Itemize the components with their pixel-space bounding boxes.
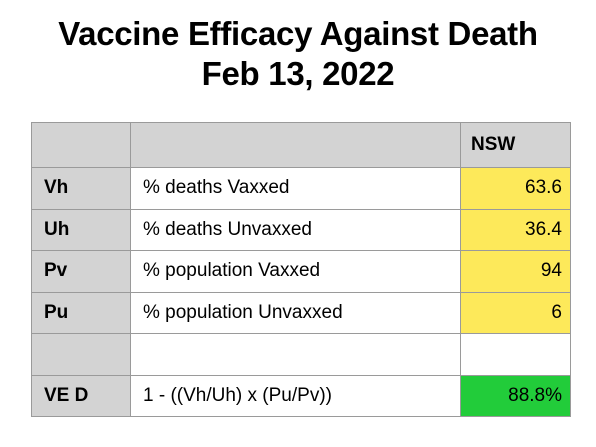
row-key: Vh bbox=[31, 167, 131, 210]
result-key: VE D bbox=[31, 374, 131, 417]
spacer-cell-value bbox=[460, 333, 571, 376]
table-header-row: NSW bbox=[31, 122, 571, 168]
table-spacer-row bbox=[31, 333, 571, 376]
row-description: % deaths Unvaxxed bbox=[130, 208, 461, 251]
table-row: Pu % population Unvaxxed 6 bbox=[31, 291, 571, 334]
row-key: Uh bbox=[31, 208, 131, 251]
result-formula: 1 - ((Vh/Uh) x (Pu/Pv)) bbox=[130, 374, 461, 417]
table-row: Pv % population Vaxxed 94 bbox=[31, 250, 571, 293]
header-cell-region: NSW bbox=[460, 122, 571, 168]
table-row: Uh % deaths Unvaxxed 36.4 bbox=[31, 208, 571, 251]
row-description: % deaths Vaxxed bbox=[130, 167, 461, 210]
spacer-cell-description bbox=[130, 333, 461, 376]
title-line-main: Vaccine Efficacy Against Death bbox=[58, 15, 538, 52]
vaccine-efficacy-table: NSW Vh % deaths Vaxxed 63.6 Uh % deaths … bbox=[31, 122, 571, 417]
table-row: Vh % deaths Vaxxed 63.6 bbox=[31, 167, 571, 210]
page-title: Vaccine Efficacy Against Death Feb 13, 2… bbox=[0, 14, 596, 94]
row-value: 36.4 bbox=[460, 208, 571, 251]
row-description: % population Vaxxed bbox=[130, 250, 461, 293]
header-cell-key bbox=[31, 122, 131, 168]
row-value: 94 bbox=[460, 250, 571, 293]
row-key: Pu bbox=[31, 291, 131, 334]
result-row: VE D 1 - ((Vh/Uh) x (Pu/Pv)) 88.8% bbox=[31, 374, 571, 417]
row-key: Pv bbox=[31, 250, 131, 293]
row-value: 63.6 bbox=[460, 167, 571, 210]
row-value: 6 bbox=[460, 291, 571, 334]
result-value: 88.8% bbox=[460, 374, 571, 417]
spacer-cell-key bbox=[31, 333, 131, 376]
header-cell-description bbox=[130, 122, 461, 168]
row-description: % population Unvaxxed bbox=[130, 291, 461, 334]
title-line-date: Feb 13, 2022 bbox=[201, 55, 395, 92]
